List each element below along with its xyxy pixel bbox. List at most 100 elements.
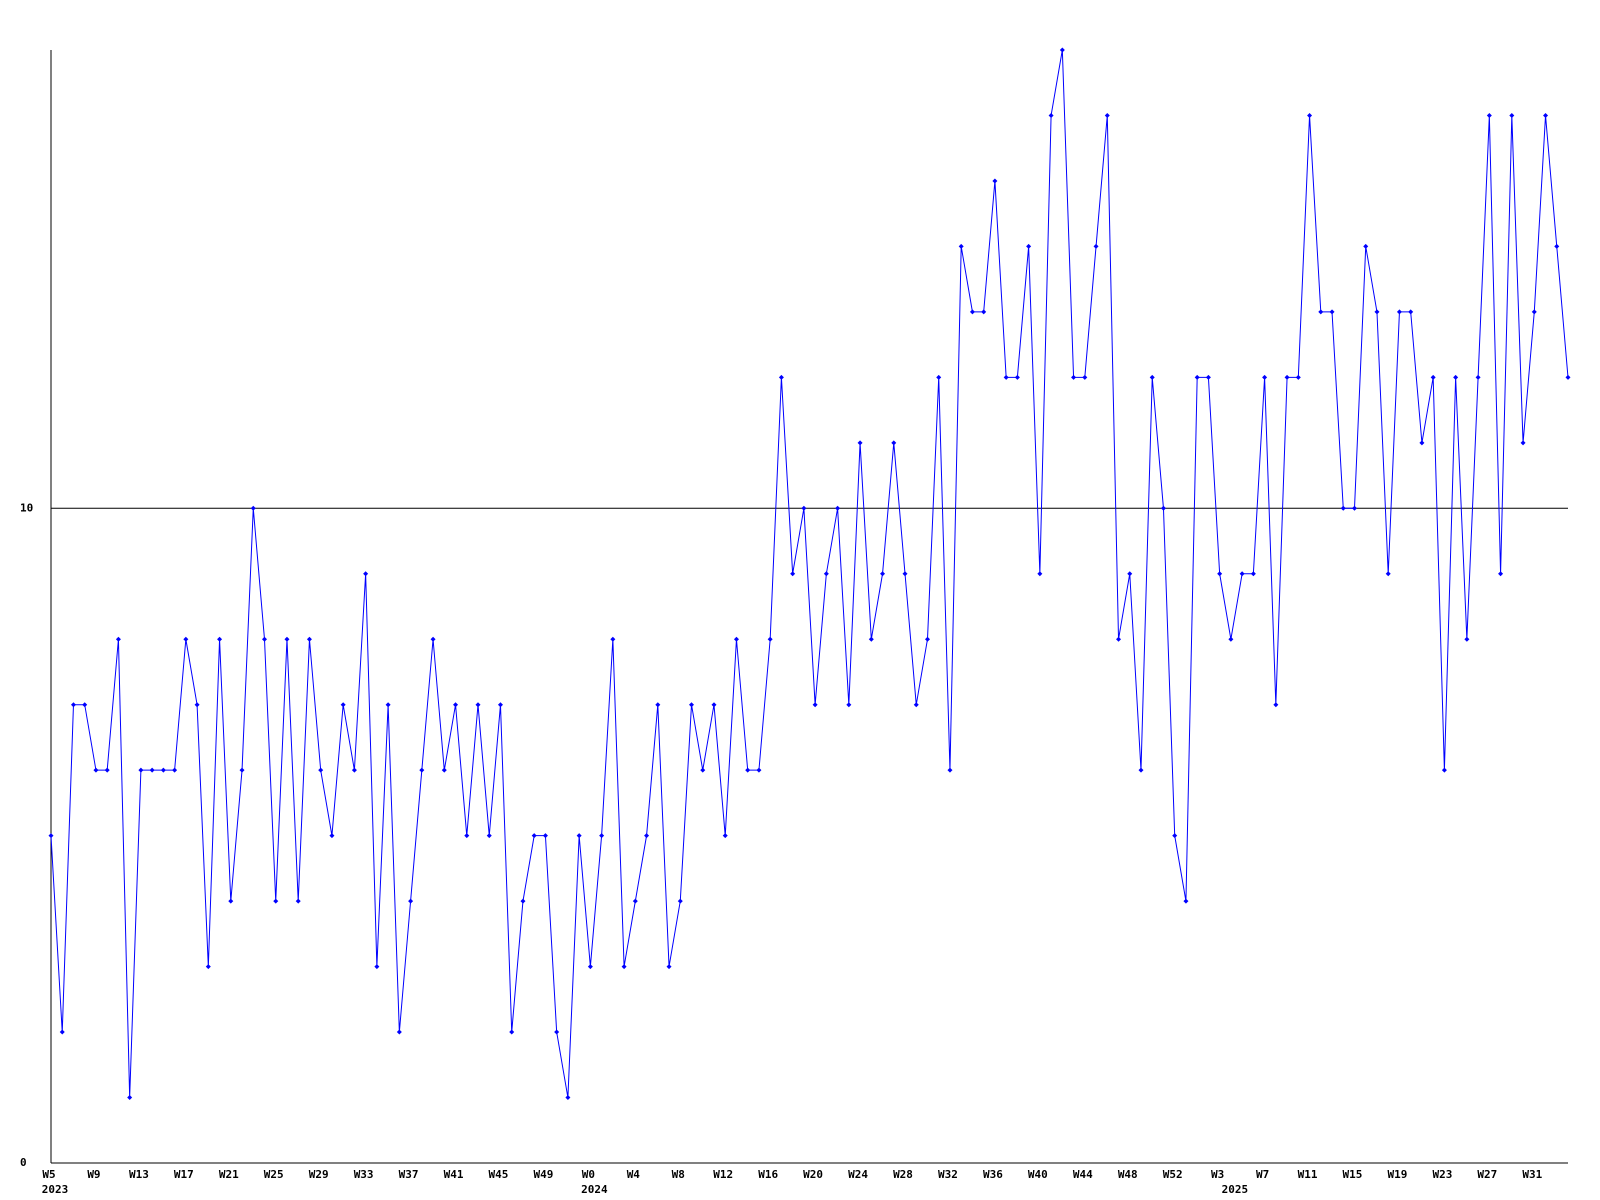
x-tick-label: W9 — [87, 1168, 100, 1181]
point-marker — [82, 702, 88, 708]
point-marker — [1048, 112, 1054, 118]
point-marker — [1014, 374, 1020, 380]
point-marker — [1003, 374, 1009, 380]
point-marker — [924, 636, 930, 642]
point-marker — [149, 767, 155, 773]
point-marker — [115, 636, 121, 642]
point-marker — [722, 833, 728, 839]
point-marker — [913, 702, 919, 708]
point-marker — [1149, 374, 1155, 380]
point-marker — [1026, 243, 1032, 249]
point-marker — [138, 767, 144, 773]
point-marker — [1441, 767, 1447, 773]
point-marker — [441, 767, 447, 773]
point-marker — [1363, 243, 1369, 249]
point-marker — [969, 309, 975, 315]
point-marker — [1520, 440, 1526, 446]
point-marker — [205, 964, 211, 970]
x-tick-label: W32 — [938, 1168, 958, 1181]
x-tick-label: W36 — [983, 1168, 1003, 1181]
point-marker — [621, 964, 627, 970]
point-marker — [565, 1095, 571, 1101]
year-label: 2025 — [1222, 1183, 1249, 1196]
point-marker — [1318, 309, 1324, 315]
point-marker — [1250, 571, 1256, 577]
x-tick-label: W44 — [1073, 1168, 1093, 1181]
x-tick-label: W5 — [42, 1168, 55, 1181]
point-marker — [610, 636, 616, 642]
point-marker — [194, 702, 200, 708]
x-tick-label: W23 — [1432, 1168, 1452, 1181]
x-tick-label: W49 — [533, 1168, 553, 1181]
x-tick-label: W8 — [672, 1168, 685, 1181]
x-tick-label: W28 — [893, 1168, 913, 1181]
point-marker — [1217, 571, 1223, 577]
x-tick-label: W41 — [444, 1168, 464, 1181]
point-marker — [93, 767, 99, 773]
point-marker — [228, 898, 234, 904]
x-tick-label: W19 — [1388, 1168, 1408, 1181]
point-marker — [419, 767, 425, 773]
point-marker — [756, 767, 762, 773]
x-tick-label: W12 — [713, 1168, 733, 1181]
point-marker — [531, 833, 537, 839]
point-marker — [1037, 571, 1043, 577]
x-tick-label: W16 — [758, 1168, 778, 1181]
point-marker — [183, 636, 189, 642]
point-marker — [59, 1029, 65, 1035]
x-tick-label: W13 — [129, 1168, 149, 1181]
point-marker — [868, 636, 874, 642]
point-marker — [1374, 309, 1380, 315]
point-marker — [1498, 571, 1504, 577]
x-tick-label: W37 — [399, 1168, 419, 1181]
point-marker — [1419, 440, 1425, 446]
point-marker — [1396, 309, 1402, 315]
point-marker — [385, 702, 391, 708]
point-marker — [475, 702, 481, 708]
point-marker — [1239, 571, 1245, 577]
point-marker — [1205, 374, 1211, 380]
point-marker — [891, 440, 897, 446]
point-marker — [1273, 702, 1279, 708]
point-marker — [599, 833, 605, 839]
point-marker — [396, 1029, 402, 1035]
point-marker — [239, 767, 245, 773]
point-marker — [1071, 374, 1077, 380]
x-tick-label: W33 — [354, 1168, 374, 1181]
point-marker — [1194, 374, 1200, 380]
x-tick-label: W3 — [1211, 1168, 1224, 1181]
point-marker — [1284, 374, 1290, 380]
point-marker — [733, 636, 739, 642]
x-tick-label: W25 — [264, 1168, 284, 1181]
point-marker — [992, 178, 998, 184]
y-tick-label: 0 — [20, 1156, 27, 1169]
point-marker — [1160, 505, 1166, 511]
point-marker — [1228, 636, 1234, 642]
point-marker — [273, 898, 279, 904]
point-marker — [284, 636, 290, 642]
x-tick-label: W27 — [1477, 1168, 1497, 1181]
point-marker — [958, 243, 964, 249]
point-marker — [70, 702, 76, 708]
point-marker — [644, 833, 650, 839]
point-marker — [576, 833, 582, 839]
point-marker — [981, 309, 987, 315]
x-tick-label: W31 — [1522, 1168, 1542, 1181]
point-marker — [262, 636, 268, 642]
point-marker — [1172, 833, 1178, 839]
x-tick-label: W21 — [219, 1168, 239, 1181]
point-marker — [351, 767, 357, 773]
x-tick-label: W17 — [174, 1168, 194, 1181]
point-marker — [127, 1095, 133, 1101]
point-marker — [1486, 112, 1492, 118]
x-tick-label: W40 — [1028, 1168, 1048, 1181]
point-marker — [509, 1029, 515, 1035]
point-marker — [497, 702, 503, 708]
point-marker — [857, 440, 863, 446]
point-marker — [1127, 571, 1133, 577]
point-marker — [823, 571, 829, 577]
point-marker — [632, 898, 638, 904]
point-marker — [666, 964, 672, 970]
point-marker — [48, 833, 54, 839]
